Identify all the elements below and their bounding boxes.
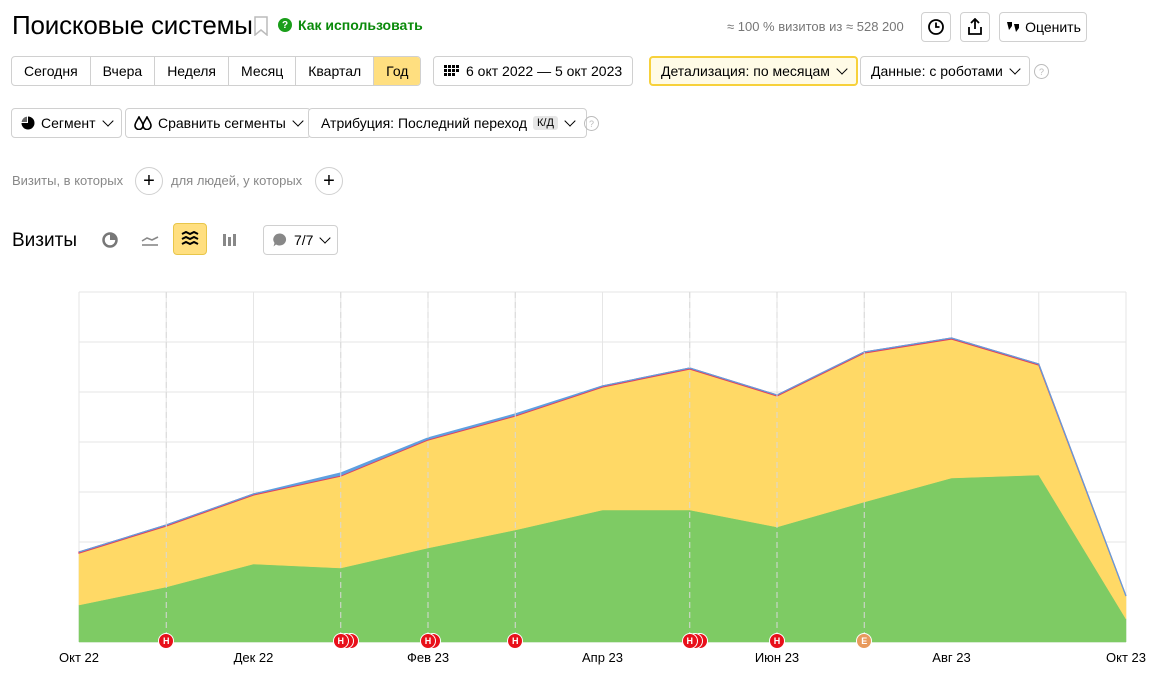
pie-icon [21, 116, 35, 130]
pie-chart-icon [102, 232, 118, 248]
comment-icon [273, 233, 287, 247]
detail-label: Детализация: по месяцам [661, 63, 830, 79]
chart-annotation-lines [165, 292, 865, 642]
how-to-use-link[interactable]: ? Как использовать [278, 17, 423, 33]
calendar-icon [444, 65, 459, 76]
chart-type-pie[interactable] [93, 224, 127, 256]
share-icon [968, 18, 982, 35]
data-label: Данные: с роботами [871, 63, 1003, 79]
date-range-label: 6 окт 2022 — 5 окт 2023 [466, 63, 623, 79]
period-year[interactable]: Год [374, 57, 421, 85]
period-quarter[interactable]: Квартал [296, 57, 375, 85]
chart-type-line[interactable] [133, 224, 167, 256]
area-chart-icon [181, 231, 199, 246]
annotation-marker[interactable]: Н [769, 633, 785, 649]
annotations-dropdown[interactable]: 7/7 [263, 225, 339, 255]
rate-label: Оценить [1025, 19, 1081, 35]
help-icon[interactable]: ? [584, 116, 599, 131]
people-filter-label: для людей, у которых [171, 173, 303, 188]
period-yesterday[interactable]: Вчера [91, 57, 156, 85]
data-dropdown[interactable]: Данные: с роботами [860, 56, 1030, 86]
help-icon[interactable]: ? [1034, 64, 1049, 79]
visits-sampling-info: ≈ 100 % визитов из ≈ 528 200 [727, 19, 904, 34]
thumbs-icon [1007, 22, 1020, 32]
annotation-marker[interactable]: Н [681, 633, 698, 649]
x-tick-label: Июн 23 [754, 650, 800, 665]
compare-segments-dropdown[interactable]: Сравнить сегменты [125, 108, 311, 138]
x-tick-label: Окт 22 [59, 650, 99, 665]
clock-icon [928, 19, 944, 35]
add-people-filter-button[interactable]: + [315, 167, 343, 195]
annotation-marker[interactable]: Н [507, 633, 524, 649]
line-chart-icon [141, 236, 159, 246]
annotation-marker[interactable]: Н [332, 633, 349, 649]
period-week[interactable]: Неделя [155, 57, 230, 85]
add-visit-filter-button[interactable]: + [135, 167, 163, 195]
annotation-marker[interactable]: Н [420, 633, 436, 649]
attribution-badge: К/Д [533, 116, 558, 130]
how-to-use-label: Как использовать [298, 17, 423, 33]
annotations-counter: 7/7 [294, 232, 314, 248]
history-button[interactable] [921, 12, 951, 42]
detail-dropdown[interactable]: Детализация: по месяцам [649, 56, 858, 86]
annotation-marker[interactable]: Е [856, 633, 873, 649]
period-month[interactable]: Месяц [229, 57, 297, 85]
bar-chart-icon [223, 234, 236, 246]
x-tick-label: Окт 23 [1106, 650, 1146, 665]
date-range-button[interactable]: 6 окт 2022 — 5 окт 2023 [433, 56, 634, 86]
x-tick-label: Апр 23 [581, 650, 624, 665]
period-selector: Сегодня Вчера Неделя Месяц Квартал Год [11, 56, 422, 86]
question-icon: ? [278, 18, 292, 32]
x-tick-label: Авг 23 [932, 650, 971, 665]
compare-label: Сравнить сегменты [158, 115, 286, 131]
x-tick-label: Дек 22 [233, 650, 274, 665]
drops-icon [134, 116, 152, 130]
chart-type-area[interactable] [173, 223, 207, 255]
segment-dropdown[interactable]: Сегмент [11, 108, 122, 138]
period-today[interactable]: Сегодня [12, 57, 91, 85]
attribution-dropdown[interactable]: Атрибуция: Последний переход К/Д [308, 108, 587, 138]
bookmark-icon[interactable] [253, 16, 269, 36]
segment-label: Сегмент [41, 115, 96, 131]
x-tick-label: Фев 23 [406, 650, 450, 665]
attribution-label: Атрибуция: Последний переход [321, 115, 528, 131]
export-button[interactable] [960, 12, 990, 42]
rate-button[interactable]: Оценить [999, 12, 1087, 42]
visits-filter-label: Визиты, в которых [12, 173, 124, 188]
page-title: Поисковые системы [12, 10, 253, 40]
chart-type-bar[interactable] [213, 224, 247, 256]
chart-title: Визиты [12, 230, 77, 251]
annotation-marker[interactable]: Н [158, 633, 175, 649]
